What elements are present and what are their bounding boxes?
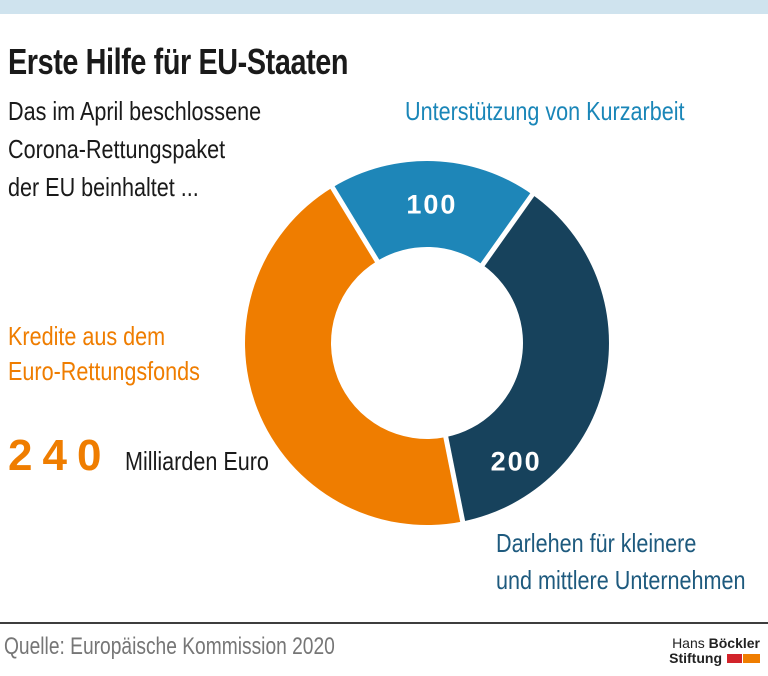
label-kredite-line-1: Kredite aus dem — [8, 321, 166, 351]
page-title: Erste Hilfe für EU-Staaten — [8, 41, 349, 82]
donut-slice-0 — [332, 161, 533, 265]
slice-value-1: 200 — [491, 447, 542, 477]
hans-boeckler-logo: Hans Böckler Stiftung — [669, 636, 760, 666]
footer-divider — [0, 622, 768, 624]
source-text: Quelle: Europäische Kommission 2020 — [4, 633, 335, 660]
slice-value-0: 100 — [406, 190, 457, 220]
label-darlehen: Darlehen für kleinere und mittlere Unter… — [496, 525, 768, 599]
logo-line-2: Stiftung — [669, 651, 760, 666]
label-kurzarbeit: Unterstützung von Kurzarbeit — [405, 96, 685, 126]
slice-separator-2 — [442, 433, 466, 525]
label-darlehen-line-2: und mittlere Unternehmen — [496, 565, 746, 595]
subtitle-line-3: der EU beinhaltet ... — [8, 172, 199, 202]
donut-chart: 100 200 — [245, 161, 609, 525]
top-accent-bar — [0, 0, 768, 14]
logo-name-bold: Böckler — [708, 635, 760, 651]
logo-red-block — [727, 654, 742, 663]
slice-separator-1 — [478, 190, 537, 269]
subtitle-line-2: Corona-Rettungspaket — [8, 134, 226, 164]
subtitle-line-1: Das im April beschlossene — [8, 96, 262, 126]
slice-separator-0 — [328, 183, 381, 265]
label-kredite-line-2: Euro-Rettungsfonds — [8, 356, 200, 386]
kredite-value-number: 240 — [8, 431, 112, 480]
label-kredite: Kredite aus dem Euro-Rettungsfonds — [8, 319, 239, 389]
donut-slice-2 — [245, 187, 463, 525]
logo-name-regular: Hans — [672, 635, 705, 651]
logo-line-1: Hans Böckler — [669, 636, 760, 651]
kredite-value-unit: Milliarden Euro — [125, 446, 270, 476]
chart-subtitle: Das im April beschlossene Corona-Rettung… — [8, 92, 313, 206]
logo-orange-block — [743, 654, 760, 663]
donut-slice-1 — [445, 194, 609, 522]
logo-stiftung: Stiftung — [669, 650, 722, 666]
kredite-value-row: 240 Milliarden Euro — [8, 431, 299, 481]
label-darlehen-line-1: Darlehen für kleinere — [496, 528, 697, 558]
